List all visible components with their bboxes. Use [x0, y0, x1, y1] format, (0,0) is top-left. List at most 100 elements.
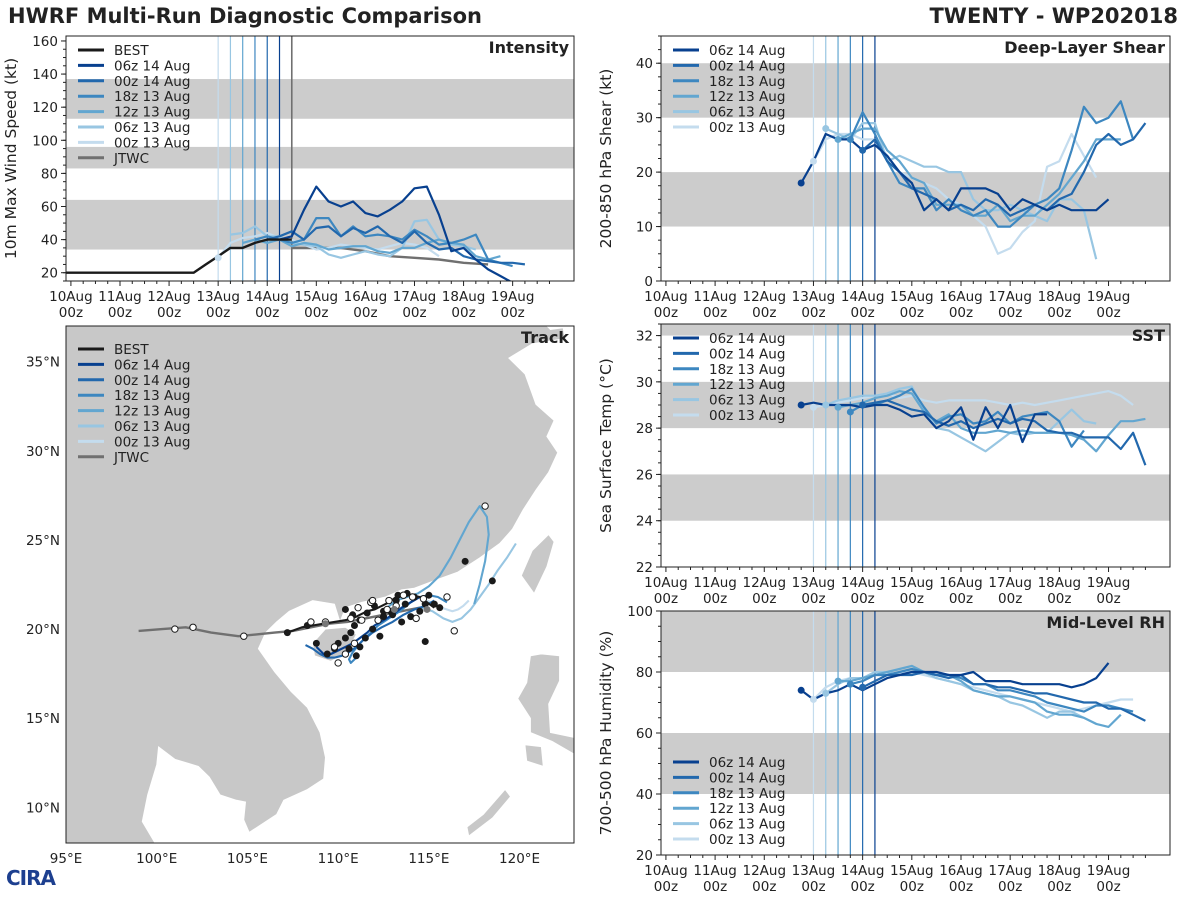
track-point-hollow [354, 603, 362, 612]
sst-xtick-hour: 00z [949, 591, 973, 607]
shear-ytick-label: 0 [644, 274, 653, 290]
track-point-hollow [307, 618, 315, 626]
intensity-legend-label-00z-14-aug: 00z 14 Aug [114, 74, 190, 90]
taiwan-island [520, 533, 555, 595]
sst-init-dot-06z-13-aug [822, 401, 830, 409]
rh-series-group [797, 662, 1146, 729]
intensity-title: Intensity [489, 38, 570, 57]
intensity-line-best [66, 238, 292, 274]
track-point-hollow [450, 627, 458, 635]
sst-legend-label-06z-13-aug: 06z 13 Aug [709, 393, 785, 409]
intensity-xtick-hour: 00z [255, 305, 279, 321]
track-legend-label-00z-13-aug: 00z 13 Aug [114, 434, 190, 450]
shear-xtick-hour: 00z [703, 305, 727, 321]
shear-xtick-day: 18Aug [1038, 289, 1082, 305]
track-point-hollow [419, 595, 428, 603]
track-point-hollow [399, 591, 408, 599]
rh-line-18z-13-aug [850, 667, 1134, 713]
shear-init-dot-06z-14-aug [797, 179, 805, 187]
intensity-legend-label-12z-13-aug: 12z 13 Aug [114, 105, 190, 121]
track-point-filled [283, 629, 291, 637]
intensity-xtick-day: 16Aug [344, 289, 388, 305]
track-point-filled [401, 600, 409, 608]
track-lat-label: 30°N [26, 444, 60, 460]
cira-logo: CIRA [6, 866, 56, 890]
rh-xtick-day: 14Aug [841, 863, 885, 879]
sst-line-12z-13-aug [837, 390, 1146, 453]
track-map-group [66, 326, 574, 843]
track-point-filled [376, 632, 384, 640]
intensity-ytick-label: 160 [32, 34, 58, 50]
intensity-line-06z-14-aug [279, 185, 512, 281]
rh-xtick-day: 16Aug [939, 863, 983, 879]
rh-legend-label-12z-13-aug: 12z 13 Aug [709, 801, 785, 817]
sst-xtick-day: 12Aug [743, 575, 787, 591]
shear-xtick-day: 14Aug [841, 289, 885, 305]
intensity-xtick-day: 10Aug [49, 289, 93, 305]
intensity-xtick-day: 11Aug [98, 289, 142, 305]
track-point-filled [394, 591, 402, 599]
sst-xtick-day: 16Aug [939, 575, 983, 591]
track-point-filled [369, 625, 377, 633]
intensity-xtick-day: 15Aug [295, 289, 339, 305]
shear-line-12z-13-aug [837, 127, 1121, 223]
shear-legend-label-18z-13-aug: 18z 13 Aug [709, 74, 785, 90]
sst-panel: 22242628303210Aug00z11Aug00z12Aug00z13Au… [597, 323, 1171, 607]
shear-ytick-label: 10 [636, 220, 653, 236]
track-point-filled [430, 600, 438, 608]
shear-legend-label-06z-14-aug: 06z 14 Aug [709, 43, 785, 59]
shear-xtick-day: 17Aug [988, 289, 1032, 305]
intensity-ylabel: 10m Max Wind Speed (kt) [2, 58, 20, 259]
intensity-xtick-hour: 00z [206, 305, 230, 321]
sst-ytick-label: 32 [636, 329, 653, 345]
track-lat-label: 15°N [26, 711, 60, 727]
rh-xtick-day: 10Aug [644, 863, 688, 879]
shear-ylabel: 200-850 hPa Shear (kt) [597, 69, 615, 249]
track-lon-label: 105°E [227, 851, 268, 867]
sst-init-dot-06z-14-aug [797, 401, 805, 409]
track-lat-label: 25°N [26, 533, 60, 549]
track-point-filled [345, 645, 353, 653]
sst-init-dot-00z-14-aug [859, 401, 867, 409]
palawan-island [466, 788, 512, 837]
rh-panel: 2040608010010Aug00z11Aug00z12Aug00z13Aug… [597, 604, 1171, 895]
rh-legend-label-00z-14-aug: 00z 14 Aug [709, 770, 785, 786]
shear-line-00z-14-aug [861, 122, 1147, 217]
rh-xtick-hour: 00z [998, 879, 1022, 895]
track-axes-frame [65, 325, 575, 844]
track-point-filled [341, 634, 349, 642]
storm-id-title: TWENTY - WP202018 [929, 4, 1178, 28]
sst-xtick-day: 10Aug [644, 575, 688, 591]
intensity-xtick-day: 18Aug [442, 289, 486, 305]
track-point-hollow [374, 616, 382, 624]
sst-line-06z-13-aug [825, 385, 1097, 453]
track-point-hollow [481, 502, 489, 510]
track-point-filled [323, 650, 331, 658]
rh-xtick-day: 13Aug [792, 863, 836, 879]
rh-init-dot-00z-13-aug [809, 695, 817, 703]
track-line-00z-14-aug [305, 599, 435, 659]
shear-ytick-label: 20 [636, 165, 653, 181]
rh-xtick-day: 12Aug [743, 863, 787, 879]
intensity-xtick-day: 12Aug [147, 289, 191, 305]
rh-band-1 [661, 611, 1170, 672]
intensity-ytick-label: 40 [41, 233, 58, 249]
rh-init-dot-18z-13-aug [846, 680, 854, 688]
rh-ytick-label: 40 [636, 787, 653, 803]
track-point-filled [380, 613, 387, 621]
track-point-hollow [358, 616, 366, 624]
track-legend-label-06z-14-aug: 06z 14 Aug [114, 357, 190, 373]
shear-xtick-day: 10Aug [644, 289, 688, 305]
track-point-jtwc [423, 605, 431, 613]
track-legend-label-12z-13-aug: 12z 13 Aug [114, 404, 190, 420]
shear-xtick-hour: 00z [1047, 305, 1071, 321]
rh-legend-label-18z-13-aug: 18z 13 Aug [709, 786, 785, 802]
track-point-jtwc [390, 605, 398, 613]
intensity-band-0 [66, 199, 574, 250]
shear-legend-label-06z-13-aug: 06z 13 Aug [709, 105, 785, 121]
intensity-xtick-day: 17Aug [393, 289, 437, 305]
intensity-ytick-label: 140 [32, 67, 58, 83]
rh-xtick-day: 15Aug [890, 863, 934, 879]
sst-line-18z-13-aug [849, 387, 1085, 448]
